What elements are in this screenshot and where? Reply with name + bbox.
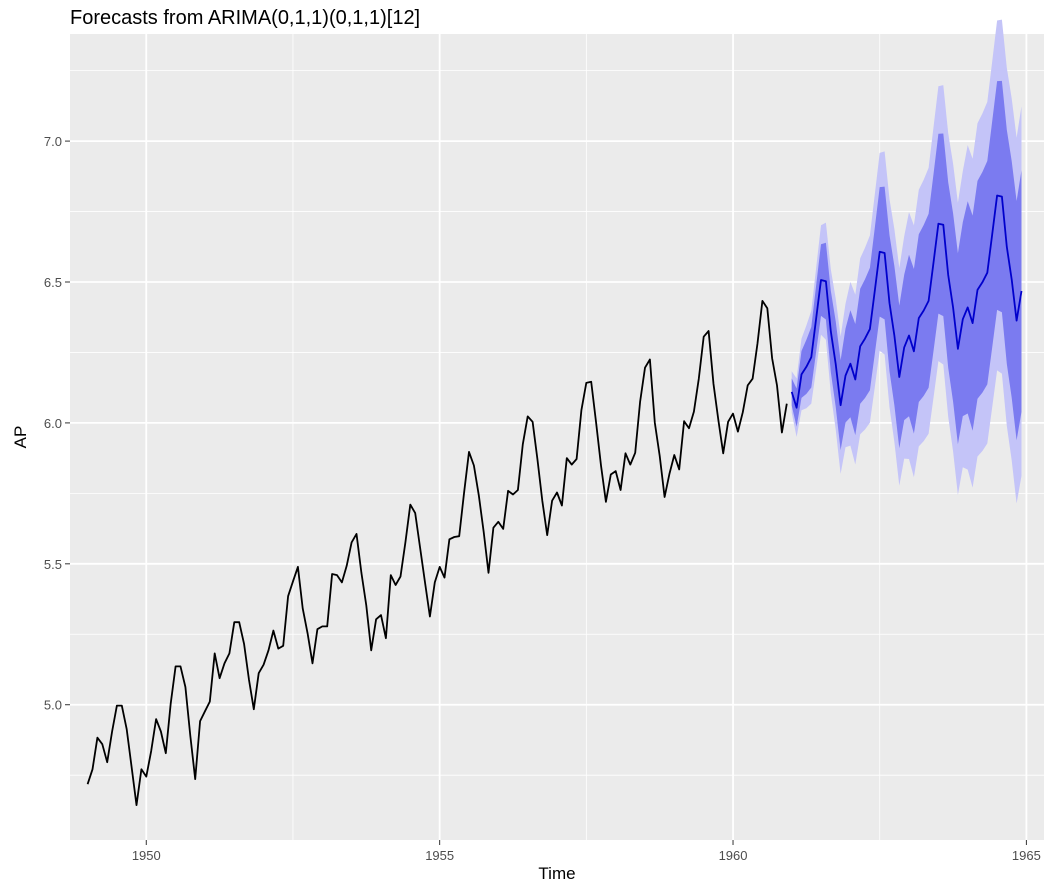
y-tick-label: 6.5 [44,275,62,290]
observed-series-line [86,300,788,806]
x-tick-label: 1950 [132,848,161,863]
forecast-band-80 [791,80,1022,451]
axis-ticks: 1950 1955 1960 1965 5.0 5.5 6.0 6.5 7.0 [44,134,1041,863]
x-tick-label: 1955 [425,848,454,863]
y-axis-label: AP [11,426,30,449]
x-tick-label: 1960 [719,848,748,863]
y-tick-label: 6.0 [44,416,62,431]
forecast-series-line [790,194,1023,409]
forecast-intervals [791,19,1022,504]
x-tick-label: 1965 [1012,848,1041,863]
series-lines [86,194,1023,806]
y-tick-label: 5.0 [44,698,62,713]
y-tick-label: 5.5 [44,557,62,572]
grid-major [70,34,1044,840]
x-axis-label: Time [538,864,575,883]
y-tick-label: 7.0 [44,134,62,149]
chart-title: Forecasts from ARIMA(0,1,1)(0,1,1)[12] [70,7,420,29]
